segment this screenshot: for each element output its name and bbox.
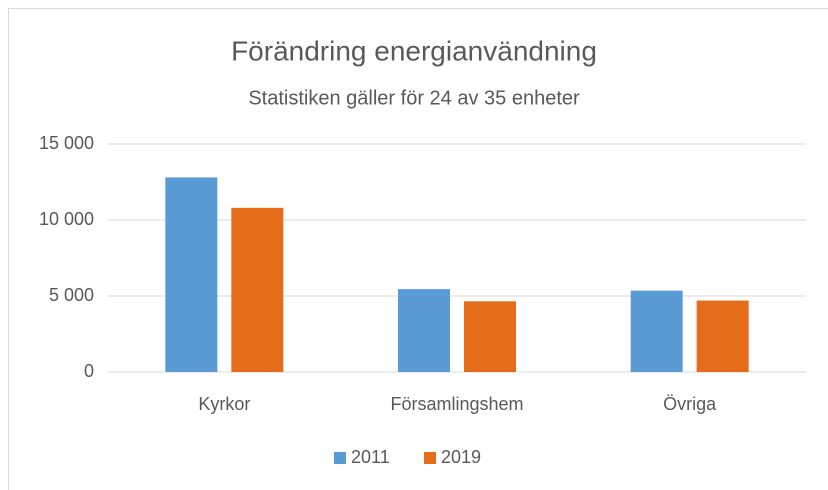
chart-subtitle: Statistiken gäller för 24 av 35 enheter — [248, 87, 580, 109]
y-tick-label: 0 — [84, 361, 94, 381]
bar — [464, 301, 516, 372]
bar — [630, 290, 683, 372]
legend-swatch — [334, 452, 346, 464]
y-tick-label: 5 000 — [49, 285, 94, 305]
x-tick-label: Kyrkor — [198, 394, 250, 414]
bar — [231, 207, 284, 372]
bar — [165, 177, 218, 372]
legend-swatch — [424, 452, 436, 464]
y-tick-label: 15 000 — [39, 133, 94, 153]
x-tick-label: Församlingshem — [390, 394, 523, 414]
bar — [696, 300, 749, 372]
y-tick-label: 10 000 — [39, 209, 94, 229]
x-tick-label: Övriga — [663, 394, 717, 414]
legend-label: 2019 — [441, 447, 481, 467]
chart-title: Förändring energianvändning — [231, 35, 597, 66]
chart-frame — [8, 8, 828, 490]
bar — [398, 289, 450, 372]
legend-label: 2011 — [351, 447, 390, 467]
